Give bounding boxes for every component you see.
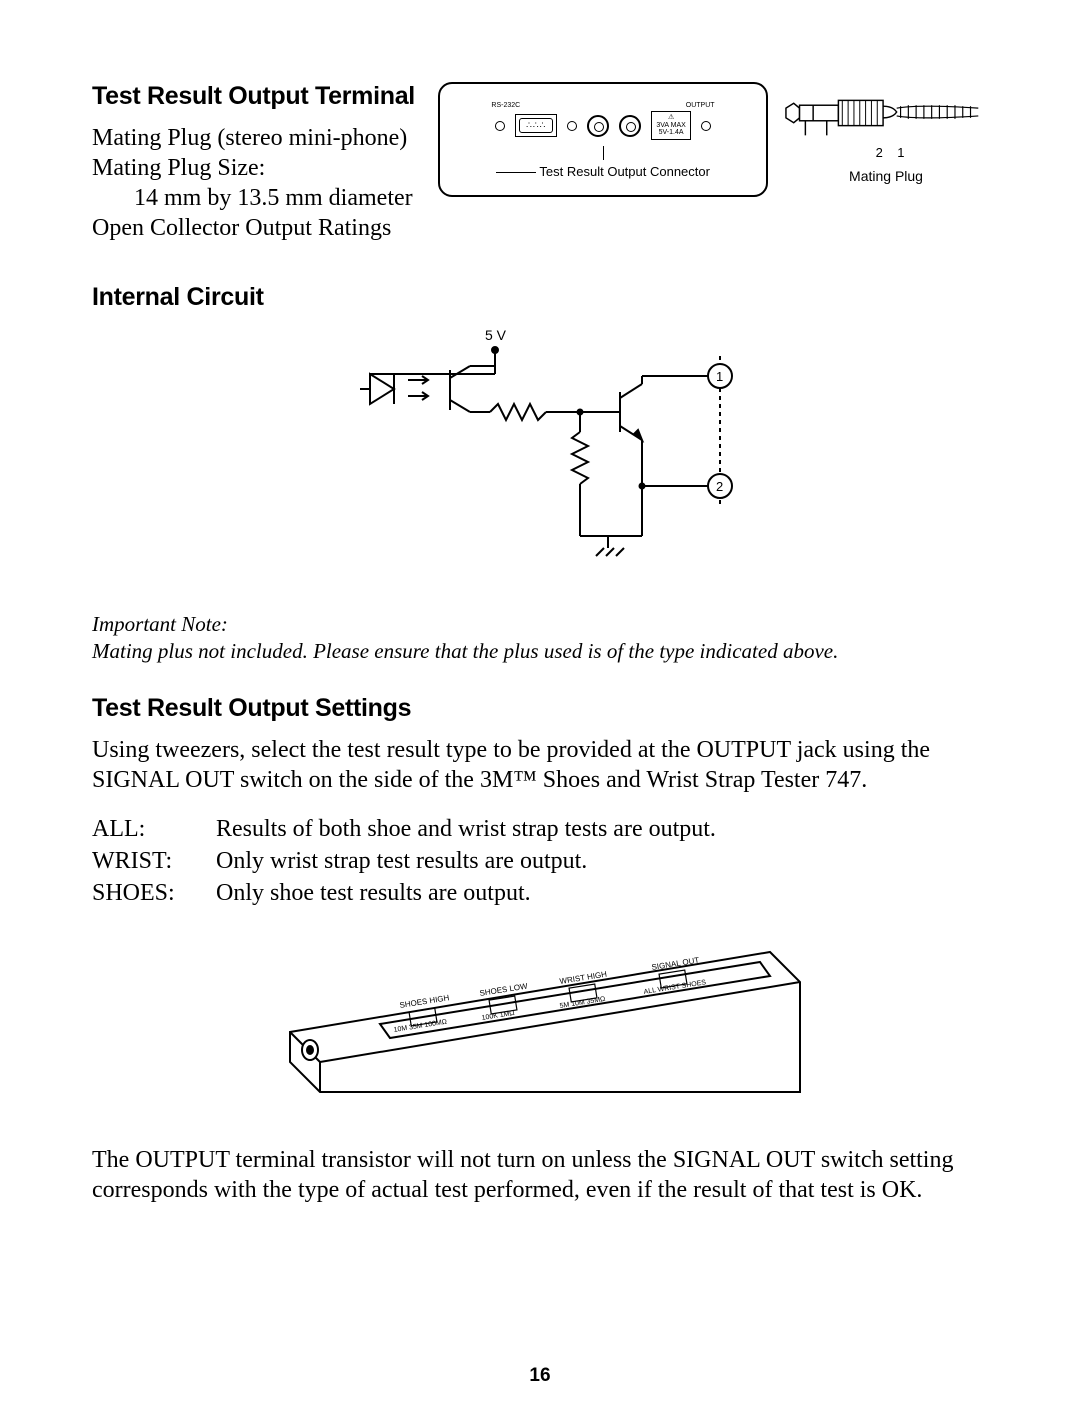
jack-icon <box>587 115 609 137</box>
spec-line-1: Mating Plug (stereo mini-phone) <box>92 125 407 151</box>
screw-icon <box>567 121 577 131</box>
spec-line-2: Mating Plug Size: <box>92 155 265 181</box>
list-item: WRIST: Only wrist strap test results are… <box>92 845 988 877</box>
output-rating-box: ⚠ 3VA MAX 5V-1.4A <box>651 111 690 140</box>
spec-line-4: Open Collector Output Ratings <box>92 215 391 241</box>
connector-callout-label: Test Result Output Connector <box>539 164 710 179</box>
setting-key-all: ALL: <box>92 813 216 845</box>
settings-paragraph: Using tweezers, select the test result t… <box>92 735 988 795</box>
plug-pin-2: 2 <box>870 145 888 160</box>
important-note: Important Note: Mating plus not included… <box>92 611 988 666</box>
svg-text:1: 1 <box>716 369 723 384</box>
terminal-spec-text: Mating Plug (stereo mini-phone) Mating P… <box>92 123 422 243</box>
setting-val-wrist: Only wrist strap test results are output… <box>216 845 587 877</box>
list-item: ALL: Results of both shoe and wrist stra… <box>92 813 988 845</box>
mating-plug-icon <box>784 88 988 138</box>
screw-icon <box>701 121 711 131</box>
rs232-label: RS-232C <box>491 102 520 109</box>
setting-val-shoes: Only shoe test results are output. <box>216 877 531 909</box>
mating-plug-figure: 2 1 Mating Plug <box>784 82 988 184</box>
setting-val-all: Results of both shoe and wrist strap tes… <box>216 813 716 845</box>
setting-key-shoes: SHOES: <box>92 877 216 909</box>
svg-text:5 V: 5 V <box>485 327 507 343</box>
output-jack-icon <box>619 115 641 137</box>
note-line-2: Mating plus not included. Please ensure … <box>92 639 838 663</box>
note-line-1: Important Note: <box>92 612 228 636</box>
switch-panel-figure: SHOES HIGH SHOES LOW WRIST HIGH SIGNAL O… <box>92 932 988 1117</box>
list-item: SHOES: Only shoe test results are output… <box>92 877 988 909</box>
plug-pin-1: 1 <box>892 145 910 160</box>
mating-plug-label: Mating Plug <box>784 168 988 184</box>
output-label: OUTPUT <box>686 102 715 109</box>
page-number: 16 <box>0 1365 1080 1387</box>
heading-internal-circuit: Internal Circuit <box>92 283 988 312</box>
settings-list: ALL: Results of both shoe and wrist stra… <box>92 813 988 910</box>
screw-icon <box>495 121 505 131</box>
heading-output-settings: Test Result Output Settings <box>92 694 988 723</box>
setting-key-wrist: WRIST: <box>92 845 216 877</box>
internal-circuit-figure: 5 V <box>92 326 988 581</box>
svg-text:2: 2 <box>716 479 723 494</box>
spec-line-3: 14 mm by 13.5 mm diameter <box>92 185 413 211</box>
db9-port-icon: ∴∴∴ <box>515 114 557 137</box>
connector-figure: RS-232C OUTPUT ∴∴∴ ⚠ 3VA MAX 5V-1.4A Tes… <box>438 82 768 197</box>
heading-output-terminal: Test Result Output Terminal <box>92 82 422 111</box>
settings-paragraph-2: The OUTPUT terminal transistor will not … <box>92 1145 988 1205</box>
